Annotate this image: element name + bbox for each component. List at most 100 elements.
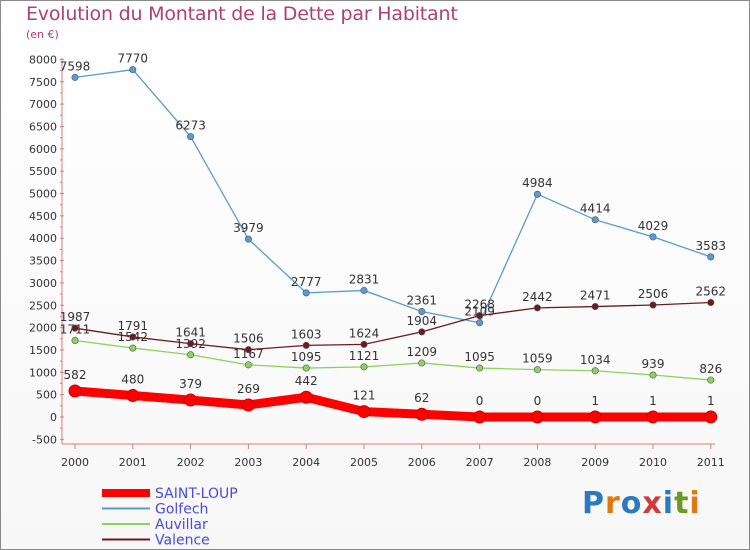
y-tick-label: 6500 bbox=[29, 120, 57, 133]
data-point bbox=[533, 190, 541, 198]
data-point bbox=[649, 301, 657, 309]
y-tick-label: 4000 bbox=[29, 232, 57, 245]
data-label: 1034 bbox=[580, 353, 611, 367]
data-point bbox=[707, 376, 715, 384]
data-point bbox=[241, 398, 255, 412]
data-point bbox=[588, 410, 602, 424]
data-point bbox=[707, 298, 715, 306]
data-label: 939 bbox=[642, 357, 665, 371]
data-label: 1059 bbox=[522, 352, 553, 366]
data-point bbox=[476, 319, 484, 327]
series-saint-loup: 582 480 379 269 442 121 62 0 0 1 1 1 bbox=[64, 368, 718, 424]
y-tick-label: 3500 bbox=[29, 255, 57, 268]
data-label: 2471 bbox=[580, 289, 611, 303]
data-point bbox=[360, 286, 368, 294]
x-tick-label: 2005 bbox=[350, 456, 378, 469]
y-tick-label: 2500 bbox=[29, 299, 57, 312]
chart-subtitle: (en €) bbox=[26, 28, 59, 41]
data-label: 1603 bbox=[291, 327, 322, 341]
series-line bbox=[74, 339, 712, 381]
x-tick-label: 2007 bbox=[466, 456, 494, 469]
data-point bbox=[129, 344, 137, 352]
x-tick-label: 2010 bbox=[639, 456, 667, 469]
chart-title: Evolution du Montant de la Dette par Hab… bbox=[26, 3, 458, 25]
data-label: 1987 bbox=[60, 310, 91, 324]
data-label: 2361 bbox=[407, 293, 438, 307]
data-point bbox=[415, 407, 429, 421]
data-label: 2442 bbox=[522, 290, 553, 304]
data-point bbox=[476, 312, 484, 320]
data-label: 7598 bbox=[60, 59, 91, 73]
series-line bbox=[70, 386, 716, 422]
data-label: 2831 bbox=[349, 272, 380, 286]
x-tick-label: 2002 bbox=[177, 456, 205, 469]
data-point bbox=[68, 384, 82, 398]
data-label: 1904 bbox=[407, 314, 438, 328]
data-point bbox=[533, 304, 541, 312]
data-label: 826 bbox=[699, 362, 722, 376]
series-line bbox=[74, 301, 712, 351]
x-tick-label: 2000 bbox=[61, 456, 89, 469]
data-point bbox=[418, 307, 426, 315]
data-point bbox=[704, 410, 718, 424]
data-label: 1209 bbox=[407, 345, 438, 359]
y-tick-label: 1500 bbox=[29, 344, 57, 357]
logo-letter: x bbox=[642, 486, 663, 521]
data-label: 1167 bbox=[233, 347, 264, 361]
data-point bbox=[591, 303, 599, 311]
logo-letter: t bbox=[674, 486, 690, 521]
data-label: 2777 bbox=[291, 275, 322, 289]
y-tick-label: 8000 bbox=[29, 53, 57, 66]
data-point bbox=[126, 389, 140, 403]
y-tick-label: 7500 bbox=[29, 76, 57, 89]
data-point bbox=[646, 410, 660, 424]
data-point bbox=[591, 216, 599, 224]
data-label: 6273 bbox=[175, 119, 206, 133]
data-label: 442 bbox=[295, 374, 318, 388]
x-tick-label: 2004 bbox=[292, 456, 320, 469]
data-label: 7770 bbox=[118, 52, 149, 66]
y-tick-label: 5000 bbox=[29, 188, 57, 201]
data-point bbox=[129, 333, 137, 341]
logo-letter: P bbox=[582, 486, 605, 521]
logo-letter: i bbox=[662, 486, 675, 521]
data-point bbox=[357, 405, 371, 419]
y-tick-label: 5500 bbox=[29, 165, 57, 178]
data-label: 0 bbox=[534, 394, 542, 408]
data-point bbox=[299, 390, 313, 404]
data-point bbox=[591, 367, 599, 375]
data-point bbox=[473, 410, 487, 424]
series-line bbox=[74, 69, 712, 324]
data-label: 4414 bbox=[580, 202, 611, 216]
legend-label-golfech: Golfech bbox=[155, 502, 208, 518]
data-point bbox=[187, 351, 195, 359]
data-label: 379 bbox=[179, 377, 202, 391]
data-point bbox=[649, 233, 657, 241]
x-tick-label: 2009 bbox=[581, 456, 609, 469]
y-tick-label: 3000 bbox=[29, 277, 57, 290]
data-label: 1641 bbox=[175, 326, 206, 340]
proxiti-logo: Proxiti bbox=[582, 486, 701, 521]
legend-label-saint-loup: SAINT-LOUP bbox=[155, 486, 238, 502]
data-point bbox=[71, 324, 79, 332]
x-tick-label: 2001 bbox=[119, 456, 147, 469]
legend-label-auvillar: Auvillar bbox=[155, 517, 208, 533]
data-point bbox=[187, 133, 195, 141]
data-label: 3583 bbox=[696, 239, 727, 253]
data-point bbox=[418, 359, 426, 367]
data-point bbox=[649, 371, 657, 379]
y-tick-label: 4500 bbox=[29, 210, 57, 223]
data-point bbox=[302, 289, 310, 297]
data-label: 1095 bbox=[464, 350, 495, 364]
data-point bbox=[533, 366, 541, 374]
x-tick-label: 2003 bbox=[234, 456, 262, 469]
x-tick-label: 2006 bbox=[408, 456, 436, 469]
data-label: 2268 bbox=[464, 298, 495, 312]
y-tick-label: -500 bbox=[32, 433, 57, 446]
data-label: 1791 bbox=[118, 319, 149, 333]
logo-letter: o bbox=[620, 486, 643, 521]
data-label: 1506 bbox=[233, 332, 264, 346]
data-point bbox=[476, 364, 484, 372]
